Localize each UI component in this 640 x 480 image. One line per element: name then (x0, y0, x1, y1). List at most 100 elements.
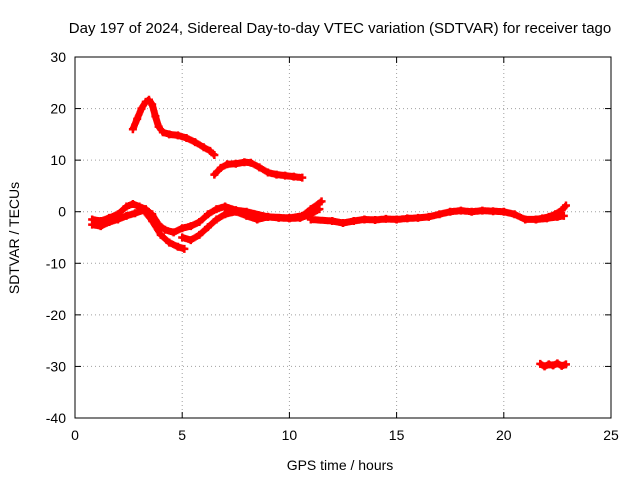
data-point (105, 218, 114, 227)
data-point (328, 216, 337, 225)
data-point (210, 170, 219, 179)
data-point (151, 112, 160, 121)
data-point (281, 171, 290, 180)
data-point (263, 168, 272, 177)
data-point (242, 211, 251, 220)
y-tick-label: -40 (46, 410, 66, 426)
y-tick-label: 30 (50, 49, 66, 65)
series-arc-main-b (88, 206, 189, 253)
data-point (499, 207, 508, 216)
data-point (161, 225, 170, 234)
data-point (274, 213, 283, 222)
data-point (210, 150, 219, 159)
series-arc-end (531, 201, 570, 224)
data-point (306, 215, 315, 224)
axis-ticks: 0 5 10 15 20 25 -40 -30 -20 -10 0 10 20 30 (46, 49, 619, 443)
data-point (96, 222, 105, 231)
x-tick-label: 0 (71, 427, 79, 443)
data-point (206, 146, 215, 155)
data-point (553, 359, 562, 368)
data-point (489, 207, 498, 216)
data-point (137, 104, 146, 113)
x-tick-label: 15 (389, 427, 405, 443)
series-arc-main-c (178, 205, 324, 245)
data-point (561, 360, 570, 369)
data-point (156, 230, 165, 239)
data-point (296, 213, 305, 222)
data-point (289, 172, 298, 181)
data-point (113, 215, 122, 224)
data-point (392, 215, 401, 224)
data-point (133, 114, 142, 123)
data-marks (88, 95, 570, 371)
data-point (191, 138, 200, 147)
data-point (435, 210, 444, 219)
data-point (169, 228, 178, 237)
data-point (203, 210, 212, 219)
data-point (173, 131, 182, 140)
data-point (298, 173, 307, 182)
data-point (122, 211, 131, 220)
data-point (186, 222, 195, 231)
data-point (549, 361, 558, 370)
data-point (178, 224, 187, 233)
data-point (122, 202, 131, 211)
x-axis-label: GPS time / hours (287, 457, 394, 473)
data-point (339, 219, 347, 228)
data-point (253, 215, 262, 224)
data-point (195, 218, 204, 227)
data-point (403, 214, 412, 223)
data-point (178, 233, 187, 242)
data-point (128, 199, 137, 208)
data-point (559, 211, 568, 220)
data-point (467, 207, 476, 216)
data-point (131, 209, 140, 218)
y-tick-label: 20 (50, 101, 66, 117)
data-point (203, 223, 212, 232)
data-point (263, 212, 272, 221)
data-point (255, 163, 264, 172)
data-point (544, 212, 553, 221)
data-point (360, 215, 369, 224)
data-point (272, 170, 281, 179)
data-point (540, 362, 549, 371)
data-point (510, 210, 519, 219)
data-point (414, 213, 423, 222)
data-point (246, 158, 255, 167)
y-tick-label: -10 (46, 255, 66, 271)
data-point (182, 133, 191, 142)
data-point (371, 215, 380, 224)
data-point (557, 361, 566, 370)
data-point (223, 160, 232, 169)
x-tick-label: 5 (178, 427, 186, 443)
data-point (199, 143, 208, 152)
data-point (216, 163, 225, 172)
data-point (557, 206, 566, 215)
data-point (195, 230, 204, 239)
data-point (148, 100, 157, 109)
data-point (456, 206, 465, 215)
series-arc-mid (210, 158, 307, 182)
data-point (315, 205, 324, 214)
data-point (154, 122, 163, 131)
data-point (424, 212, 433, 221)
y-tick-label: -20 (46, 307, 66, 323)
data-point (186, 236, 195, 245)
data-point (165, 238, 174, 247)
data-point (180, 244, 189, 253)
plot-frame (74, 56, 612, 419)
data-point (381, 214, 390, 223)
y-tick-label: 10 (50, 152, 66, 168)
data-point (521, 215, 530, 224)
data-point (538, 214, 547, 223)
data-point (231, 207, 240, 216)
data-point (551, 210, 560, 219)
data-point (285, 214, 294, 223)
data-point (317, 197, 326, 206)
y-axis-label: SDTVAR / TECUs (6, 182, 22, 294)
data-point (128, 125, 137, 134)
data-point (165, 130, 174, 139)
data-point (139, 206, 148, 215)
data-point (221, 202, 230, 211)
